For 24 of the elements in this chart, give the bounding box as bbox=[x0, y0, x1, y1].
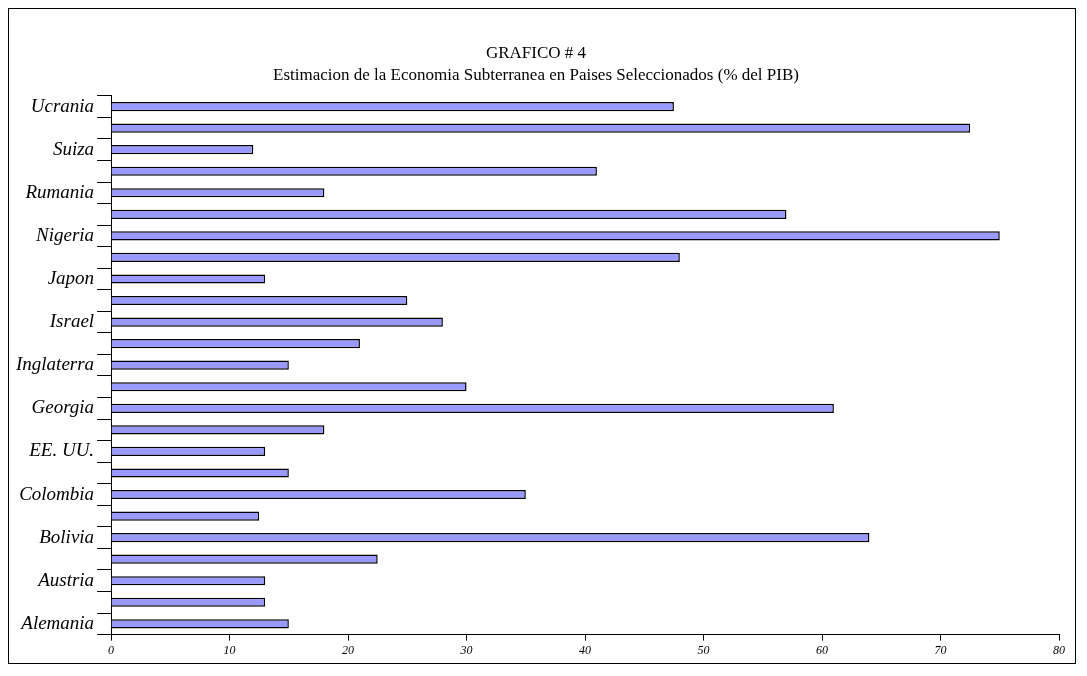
y-tick-label: Austria bbox=[36, 568, 95, 590]
y-tick-label: Nigeria bbox=[35, 223, 95, 245]
y-tick-label: Ucrania bbox=[30, 94, 95, 116]
x-tick-label: 20 bbox=[342, 642, 355, 657]
y-tick-label: Colombia bbox=[19, 482, 95, 504]
x-tick-label: 80 bbox=[1053, 642, 1065, 657]
y-tick-label: Inglaterra bbox=[15, 353, 95, 375]
x-tick-label: 40 bbox=[579, 642, 592, 657]
x-tick-label: 0 bbox=[108, 642, 115, 657]
x-tick-label: 10 bbox=[223, 642, 236, 657]
x-tick-label: 60 bbox=[816, 642, 829, 657]
y-tick-label: Bolivia bbox=[39, 525, 95, 547]
y-tick-label: Alemania bbox=[19, 611, 95, 633]
x-tick-label: 70 bbox=[934, 642, 947, 657]
chart-subtitle: Estimacion de la Economia Subterranea en Paises Seleccionados (% del PIB) bbox=[273, 65, 799, 85]
y-tick-label: Israel bbox=[48, 310, 95, 332]
y-tick-label: Suiza bbox=[52, 137, 95, 159]
y-tick-label: Rumania bbox=[24, 180, 95, 202]
y-tick-label: EE. UU. bbox=[28, 439, 95, 461]
chart-title: GRAFICO # 4 bbox=[485, 42, 587, 62]
y-tick-label: Georgia bbox=[31, 396, 95, 418]
x-tick-label: 30 bbox=[459, 642, 473, 657]
x-tick-label: 50 bbox=[697, 642, 710, 657]
y-tick-label: Japon bbox=[47, 266, 95, 288]
